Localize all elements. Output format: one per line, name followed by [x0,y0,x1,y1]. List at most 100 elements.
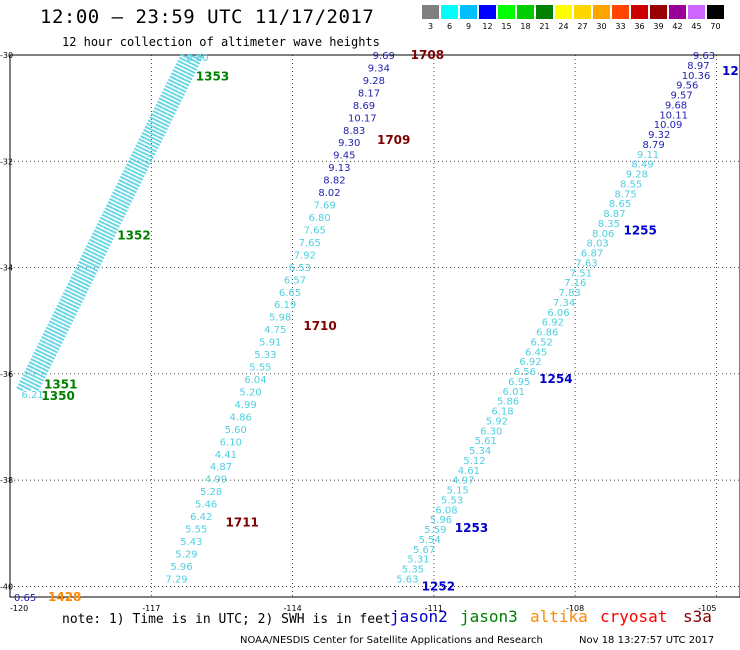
swh-value: 5.33 [254,350,276,361]
swh-value: 8.06 [592,229,614,240]
pass-time-label: 1255 [623,223,656,237]
legend-swatch [498,5,515,19]
legend-label: 21 [539,22,550,31]
swh-value: 6.65 [279,288,301,299]
pass-time-label: 1351 [44,377,77,391]
swh-value: 8.69 [353,101,375,112]
pass-time-label: 1350 [41,389,74,403]
lon-tick-label: -108 [566,604,584,613]
swh-value: 6.80 [186,53,208,64]
swh-value: 7.29 [165,574,187,585]
pass-time-label: 1352 [117,229,150,243]
swh-value: 8.87 [603,209,625,220]
legend-label: 6 [446,22,453,31]
page-subtitle: 12 hour collection of altimeter wave hei… [62,35,380,49]
swh-value: 6.57 [284,275,306,286]
swh-value: 8.75 [615,189,637,200]
swh-value: 6.87 [581,249,603,260]
swh-value: 9.63 [693,51,715,62]
swh-value: 6.52 [531,337,553,348]
pass-time-label: 1353 [196,69,229,83]
swh-value: 5.63 [396,574,418,585]
legend-swatch [669,5,686,19]
legend-label: 30 [596,22,607,31]
swh-value: 4.61 [458,466,480,477]
lon-tick-label: -114 [284,604,302,613]
swh-value: 7.83 [559,288,581,299]
swh-value: 5.91 [259,338,281,349]
swh-value: 7.92 [294,250,316,261]
swh-value: 8.17 [358,88,380,99]
legend-swatch [536,5,553,19]
swh-value: 9.68 [665,100,687,111]
swh-value: 5.12 [463,456,485,467]
swh-value: 6.08 [435,505,457,516]
swh-value: 6.56 [514,367,536,378]
swh-value: 10.11 [659,110,688,121]
swh-value: 5.55 [249,363,271,374]
swh-value: 5.67 [413,545,435,556]
satellite-name: s3a [683,607,712,626]
swh-value: 5.46 [195,500,217,511]
swh-value: 6.45 [525,347,547,358]
swh-value: 6.10 [220,437,242,448]
swh-value: 6.18 [491,407,513,418]
swh-value: 8.97 [687,61,709,72]
swh-value: 7.51 [570,268,592,279]
legend-swatch [650,5,667,19]
swh-value: 5.96 [170,562,192,573]
swh-value: 6.42 [190,512,212,523]
credit-text: NOAA/NESDIS Center for Satellite Applica… [240,635,543,646]
swh-value: 6.21 [21,390,43,401]
legend-label: 3 [427,22,434,31]
satellite-name: altika [530,607,588,626]
lat-tick-label: -32 [0,157,13,166]
pass-time-label: 1708 [411,48,444,62]
swh-value: 7.65 [299,238,321,249]
lon-tick-label: -111 [425,604,443,613]
swh-value: 6.04 [244,375,266,386]
legend-swatch [422,5,439,19]
page-title: 12:00 — 23:59 UTC 11/17/2017 [40,6,375,28]
pass-time-label: 1711 [226,516,259,530]
legend-label: 45 [691,22,702,31]
pass-time-label: 1710 [303,319,336,333]
legend-label: 24 [558,22,569,31]
pass-time-label: 1709 [377,133,410,147]
swh-value: 6.95 [508,377,530,388]
swh-value: 6.86 [536,328,558,339]
swh-value: 8.82 [323,176,345,187]
swh-value: 9.30 [338,138,360,149]
swh-value: 5.31 [407,555,429,566]
pass-time-label: 125 [722,64,740,78]
legend-label: 39 [653,22,664,31]
swh-value: 5.53 [441,495,463,506]
swh-value: 6.92 [542,318,564,329]
legend-label: 36 [634,22,645,31]
swh-value: 10.17 [348,113,377,124]
swh-value: 10.36 [682,71,711,82]
swh-value: 8.03 [587,239,609,250]
swh-value: 9.34 [368,63,390,74]
legend-swatch [631,5,648,19]
swh-value: 5.98 [269,313,291,324]
swh-value: 9.57 [671,91,693,102]
swh-value: 8.83 [343,126,365,137]
legend-swatch [688,5,705,19]
swh-value: 4.87 [210,462,232,473]
swh-value: 9.56 [676,81,698,92]
lat-tick-label: -40 [0,582,13,591]
swh-value: 8.79 [643,140,665,151]
swh-value: 7.34 [553,298,575,309]
swh-value: 10.09 [654,120,683,131]
lon-tick-label: -117 [142,604,160,613]
legend-swatch [460,5,477,19]
swh-value: 9.69 [373,51,395,62]
legend-label: 33 [615,22,626,31]
lat-tick-label: -34 [0,264,13,273]
swh-value: 4.75 [264,325,286,336]
swh-value: 7.65 [304,225,326,236]
swh-value: 9.45 [333,151,355,162]
swh-value: 6.80 [309,213,331,224]
